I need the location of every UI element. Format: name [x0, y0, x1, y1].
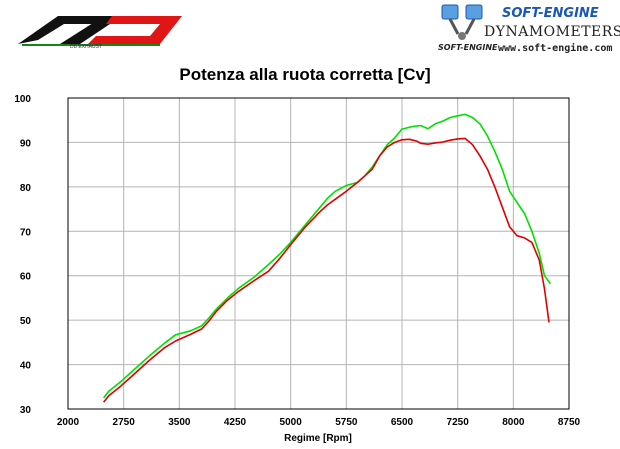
- logo-stroke-red: [88, 16, 182, 44]
- x-tick-label: 3500: [168, 417, 191, 428]
- x-tick-label: 4250: [224, 417, 247, 428]
- x-tick-label: 2000: [57, 417, 80, 428]
- y-tick-label: 90: [20, 138, 32, 149]
- logo-stroke-black-2: [60, 16, 122, 44]
- y-tick-label: 100: [14, 94, 31, 105]
- y-tick-label: 70: [20, 227, 32, 238]
- x-tick-label: 8000: [502, 417, 525, 428]
- series-line-0: [102, 113, 552, 399]
- series-group: [102, 113, 552, 403]
- x-tick-label: 2750: [113, 417, 136, 428]
- logo-tagline: DB EXHAUST: [70, 44, 102, 50]
- website-url: www.soft-engine.com: [498, 42, 612, 54]
- y-tick-label: 50: [20, 316, 32, 327]
- y-tick-labels: 30 40 50 60 70 80 90 100: [14, 94, 31, 416]
- x-tick-label: 5750: [335, 417, 358, 428]
- brand-name: SOFT-ENGINE: [502, 6, 599, 21]
- x-axis-label: Regime [Rpm]: [284, 433, 352, 444]
- y-tick-label: 40: [20, 361, 32, 372]
- x-tick-label: 8750: [558, 417, 581, 428]
- x-tick-label: 5000: [280, 417, 303, 428]
- y-tick-label: 60: [20, 272, 32, 283]
- x-tick-labels: 2000 2750 3500 4250 5000 5750 6500 7250 8000 8750: [57, 417, 581, 428]
- y-tick-label: 80: [20, 183, 32, 194]
- brand-subtitle: DYNAMOMETERS: [484, 24, 620, 40]
- soft-engine-logo: SOFT-ENGINE DYNAMOMETERS SOFT-ENGINE www…: [438, 4, 620, 54]
- db-exhaust-logo: DB EXHAUST: [18, 16, 182, 50]
- mini-logo: SOFT-ENGINE: [438, 43, 498, 52]
- piston-icon: [441, 4, 483, 40]
- plot-frame: [67, 97, 570, 410]
- x-tick-label: 6500: [391, 417, 414, 428]
- chart-title: Potenza alla ruota corretta [Cv]: [179, 65, 430, 84]
- x-tick-label: 7250: [447, 417, 470, 428]
- series-line-1: [102, 137, 550, 403]
- y-tick-label: 30: [20, 405, 32, 416]
